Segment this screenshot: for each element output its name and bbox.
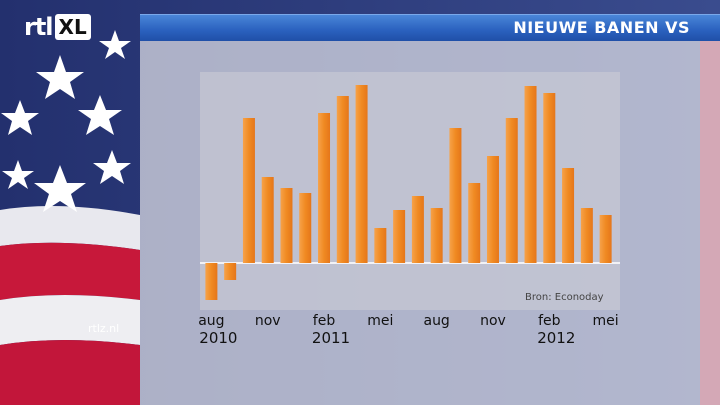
bar-nov-2011 — [486, 156, 499, 263]
x-year-label: 2010 — [199, 329, 237, 347]
bar-aug-2010 — [205, 263, 218, 300]
bar-nov-2010 — [261, 177, 274, 263]
bar-sep-2011 — [449, 128, 462, 263]
bar-jan-2011 — [299, 193, 312, 263]
site-url-label: rtlz.nl — [88, 322, 120, 335]
logo-xl-text: XL — [54, 14, 91, 40]
flag-stars — [1, 30, 131, 212]
bar-jan-2012 — [524, 86, 537, 263]
x-year-label: 2012 — [537, 329, 575, 347]
bar-jul-2011 — [411, 196, 424, 263]
header-bar: NIEUWE BANEN VS — [140, 14, 720, 41]
x-tick-label: aug — [198, 313, 224, 329]
rtlxl-logo: rtl XL — [24, 10, 91, 44]
bar-feb-2012 — [543, 93, 556, 263]
x-tick-label: mei — [367, 313, 393, 329]
bar-apr-2012 — [580, 208, 593, 263]
page-title: NIEUWE BANEN VS — [513, 18, 690, 37]
bar-dec-2011 — [505, 118, 518, 263]
x-year-label: 2011 — [312, 329, 350, 347]
bar-jun-2011 — [393, 210, 406, 263]
bar-mrt-2011 — [336, 96, 349, 263]
bar-aug-2011 — [430, 208, 443, 263]
bar-okt-2010 — [242, 118, 255, 263]
bar-mrt-2012 — [562, 168, 575, 263]
bar-okt-2011 — [468, 183, 481, 263]
bar-apr-2011 — [355, 85, 368, 263]
bar-mei-2011 — [374, 228, 387, 263]
x-tick-label: feb — [538, 313, 561, 329]
bar-mei-2012 — [599, 215, 612, 263]
bar-sep-2010 — [224, 263, 237, 280]
bar-dec-2010 — [280, 188, 293, 263]
logo-rtl-text: rtl — [24, 13, 54, 41]
x-tick-label: feb — [313, 313, 336, 329]
source-label: Bron: Econoday — [525, 292, 604, 303]
bar-feb-2011 — [318, 113, 331, 263]
x-tick-label: aug — [423, 313, 449, 329]
x-tick-label: nov — [255, 313, 281, 329]
x-tick-label: mei — [593, 313, 619, 329]
x-tick-label: nov — [480, 313, 506, 329]
